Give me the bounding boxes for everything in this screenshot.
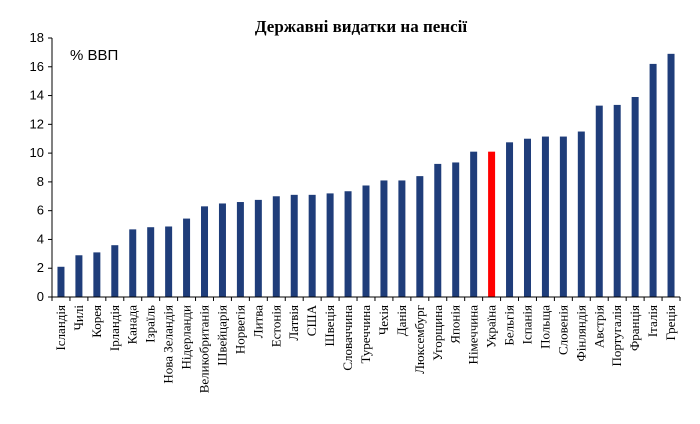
x-tick-label: Італія: [645, 305, 660, 337]
x-tick-label: Люксембург: [412, 305, 427, 374]
bar: [631, 96, 639, 298]
x-tick-label: Великобританія: [197, 305, 212, 393]
x-tick-label: Норвегія: [232, 305, 247, 354]
bar: [93, 252, 101, 297]
bar: [380, 180, 388, 297]
x-tick-label: Данія: [394, 305, 409, 336]
x-tick-label: Литва: [250, 305, 265, 338]
bar: [57, 266, 65, 297]
x-tick-label: Ісландія: [53, 305, 68, 351]
x-tick-label: Нідерланди: [179, 305, 194, 370]
x-tick-label: США: [304, 304, 319, 336]
x-tick-label: Швейцарія: [214, 305, 229, 366]
bar: [147, 227, 155, 297]
y-tick-label: 14: [30, 88, 44, 103]
x-tick-label: Бельгія: [502, 305, 517, 346]
x-tick-label: Німеччина: [466, 305, 481, 365]
bar: [165, 226, 173, 297]
chart-title: Державні видатки на пенсії: [255, 17, 467, 36]
bar: [452, 162, 460, 297]
bar: [523, 138, 531, 297]
bar: [129, 229, 137, 297]
bar: [649, 63, 657, 298]
y-tick-label: 0: [37, 289, 44, 304]
bar: [290, 194, 298, 297]
bar: [541, 136, 549, 297]
bar: [254, 199, 262, 298]
unit-label: % ВВП: [70, 47, 118, 64]
y-tick-label: 8: [37, 174, 44, 189]
bar: [236, 202, 244, 297]
x-axis: Ісландія Чилі Корея Ірландія Канада Ізраїль Но…: [51, 296, 681, 393]
y-tick-label: 18: [30, 30, 44, 45]
x-tick-label: Латвія: [286, 305, 301, 341]
x-tick-label: Польща: [537, 305, 552, 349]
bar: [308, 194, 316, 297]
bar: [183, 218, 191, 297]
bar: [75, 255, 83, 297]
x-tick-label: Австрія: [591, 305, 606, 348]
bar: [434, 163, 442, 297]
bar: [416, 176, 424, 297]
bar: [667, 53, 675, 297]
x-tick-label: Греція: [663, 305, 678, 341]
x-tick-label: Естонія: [268, 305, 283, 347]
bar: [201, 206, 209, 297]
bar: [111, 245, 119, 297]
y-tick-label: 2: [37, 260, 44, 275]
bars-group: [57, 53, 675, 298]
y-tick-label: 4: [37, 231, 44, 246]
y-tick-label: 12: [30, 116, 44, 131]
x-tick-label: Ірландія: [107, 305, 122, 351]
bar: [559, 136, 567, 297]
x-tick-label: Словенія: [555, 305, 570, 355]
bar: [506, 142, 514, 297]
bar: [577, 131, 585, 297]
y-tick-label: 6: [37, 203, 44, 218]
bar: [272, 196, 280, 297]
x-tick-label: Португалія: [609, 305, 624, 367]
y-tick-label: 16: [30, 59, 44, 74]
bar: [344, 191, 352, 297]
y-axis: 0 2 4 6 8 10 12 14 16 18: [30, 30, 53, 304]
x-tick-label: Японія: [448, 305, 463, 344]
bar: [613, 104, 621, 297]
x-tick-label: Словаччина: [340, 305, 355, 371]
x-tick-label: Україна: [484, 305, 499, 348]
bar: [218, 203, 226, 297]
x-tick-label: Корея: [89, 305, 104, 338]
x-tick-label: Чилі: [71, 305, 86, 331]
y-tick-label: 10: [30, 145, 44, 160]
bar: [595, 105, 603, 297]
x-tick-label: Франція: [627, 305, 642, 351]
x-tick-label: Туреччина: [358, 305, 373, 364]
x-tick-label: Іспанія: [519, 305, 534, 344]
x-tick-label: Фінляндія: [573, 305, 588, 361]
x-tick-label: Нова Зеландія: [161, 305, 176, 384]
x-tick-label: Канада: [125, 305, 140, 345]
bar: [488, 151, 496, 297]
x-tick-label: Швеція: [322, 305, 337, 347]
x-tick-label: Чехія: [376, 305, 391, 335]
bar: [362, 185, 370, 297]
bar: [470, 151, 478, 297]
x-tick-label: Ізраїль: [143, 305, 158, 343]
bar: [398, 180, 406, 297]
bar: [326, 193, 334, 297]
x-tick-label: Угорщина: [430, 305, 445, 361]
